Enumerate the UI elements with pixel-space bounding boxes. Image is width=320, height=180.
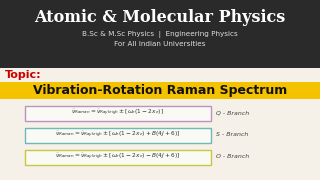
- Text: O - Branch: O - Branch: [216, 154, 249, 159]
- Text: $\tilde{\nu}_{Raman}=\tilde{\nu}_{Rayleigh}\pm\left[\omega_e(1-2x_e)-B(4J+6)\rig: $\tilde{\nu}_{Raman}=\tilde{\nu}_{Raylei…: [55, 152, 180, 162]
- Text: Atomic & Molecular Physics: Atomic & Molecular Physics: [34, 10, 286, 26]
- Text: B.Sc & M.Sc Physics  |  Engineering Physics: B.Sc & M.Sc Physics | Engineering Physic…: [82, 30, 238, 37]
- FancyBboxPatch shape: [25, 127, 211, 143]
- Text: $\tilde{\nu}_{Raman}=\tilde{\nu}_{Rayleigh}\pm\left[\omega_e(1-2x_e)\right]$: $\tilde{\nu}_{Raman}=\tilde{\nu}_{Raylei…: [71, 108, 164, 118]
- Text: Q - Branch: Q - Branch: [216, 111, 249, 116]
- FancyBboxPatch shape: [25, 150, 211, 165]
- FancyBboxPatch shape: [0, 68, 320, 180]
- Text: For All Indian Universities: For All Indian Universities: [114, 41, 206, 47]
- FancyBboxPatch shape: [0, 0, 320, 68]
- Text: $\tilde{\nu}_{Raman}=\tilde{\nu}_{Rayleigh}\pm\left[\omega_e(1-2x_e)+B(4J+6)\rig: $\tilde{\nu}_{Raman}=\tilde{\nu}_{Raylei…: [55, 130, 180, 140]
- Text: Vibration-Rotation Raman Spectrum: Vibration-Rotation Raman Spectrum: [33, 84, 287, 97]
- Text: S - Branch: S - Branch: [216, 132, 248, 138]
- FancyBboxPatch shape: [25, 105, 211, 120]
- Text: Topic:: Topic:: [5, 70, 42, 80]
- FancyBboxPatch shape: [0, 82, 320, 99]
